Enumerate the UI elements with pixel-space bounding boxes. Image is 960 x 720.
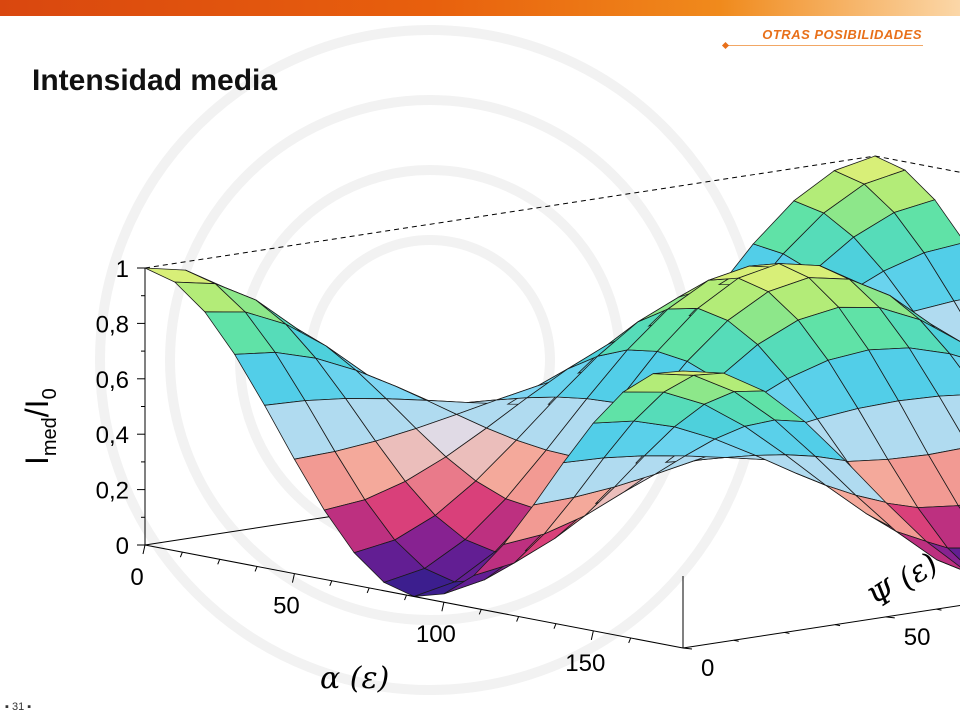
section-label: OTRAS POSIBILIDADES	[762, 27, 922, 42]
alpha-minor-tick	[628, 637, 632, 644]
alpha-tick-label: 100	[416, 621, 456, 648]
alpha-tick	[441, 602, 445, 612]
axis-tick-labels: 00,20,40,60,81050100150050100150	[96, 256, 931, 682]
surface-cell	[927, 448, 960, 507]
alpha-minor-tick	[254, 566, 258, 572]
alpha-minor-tick	[516, 616, 520, 622]
surface-cell	[919, 319, 960, 358]
psi-tick-label: 0	[701, 655, 714, 682]
alpha-minor-tick	[329, 580, 333, 586]
psi-minor-tick	[733, 639, 739, 642]
alpha-minor-tick	[404, 594, 407, 601]
surface-cell	[946, 547, 960, 561]
alpha-tick	[291, 573, 295, 583]
alpha-minor-tick	[366, 587, 370, 594]
z-axis-title: Imed/I0	[19, 388, 61, 465]
alpha-tick	[142, 544, 146, 555]
z-tick-label: 0	[116, 533, 129, 560]
alpha-tick	[590, 630, 594, 640]
surface-cell	[938, 394, 960, 433]
alpha-minor-tick	[217, 559, 221, 565]
psi-tick-label: 50	[904, 624, 931, 651]
psi-axis-title: Ψ (ε)	[862, 546, 944, 616]
alpha-minor-tick	[553, 623, 557, 629]
psi-minor-tick	[834, 624, 841, 627]
surface-cell	[936, 559, 960, 570]
top-accent-bar	[0, 0, 960, 16]
alpha-tick-label: 0	[130, 564, 143, 591]
surface-cell	[908, 347, 960, 397]
surface-cell	[144, 267, 216, 285]
surface-cell	[897, 395, 960, 456]
psi-minor-tick	[936, 608, 942, 611]
surface-cell	[917, 505, 960, 549]
box-edge-bottom-right	[682, 604, 960, 649]
z-tick-label: 0,6	[96, 367, 129, 394]
alpha-tick-label: 50	[273, 593, 300, 620]
z-tick-label: 0,8	[96, 311, 129, 338]
front-box-edges	[144, 544, 960, 649]
alpha-minor-tick	[478, 609, 482, 615]
z-tick-label: 0,4	[96, 422, 129, 449]
psi-tick	[682, 647, 693, 650]
z-tick-label: 0,2	[96, 478, 129, 505]
alpha-axis-title: α (ε)	[320, 661, 389, 696]
surface-mesh	[144, 155, 960, 597]
z-tick-label: 1	[116, 256, 129, 283]
axis-ticks	[137, 267, 942, 650]
surface-cell	[893, 199, 960, 254]
surface-cell	[896, 531, 960, 570]
alpha-minor-tick	[179, 551, 183, 558]
page-title: Intensidad media	[32, 64, 278, 97]
section-divider	[727, 45, 923, 46]
surface-cell	[953, 299, 960, 313]
box-edge-top-left	[144, 155, 876, 269]
alpha-tick-label: 150	[565, 650, 605, 677]
slide-number: ▪ 31 ▪	[5, 701, 32, 713]
psi-minor-tick	[784, 631, 790, 634]
psi-tick	[885, 616, 895, 619]
surface-cell	[923, 243, 960, 302]
surface-cell	[889, 295, 960, 342]
surface-cell	[948, 352, 960, 369]
